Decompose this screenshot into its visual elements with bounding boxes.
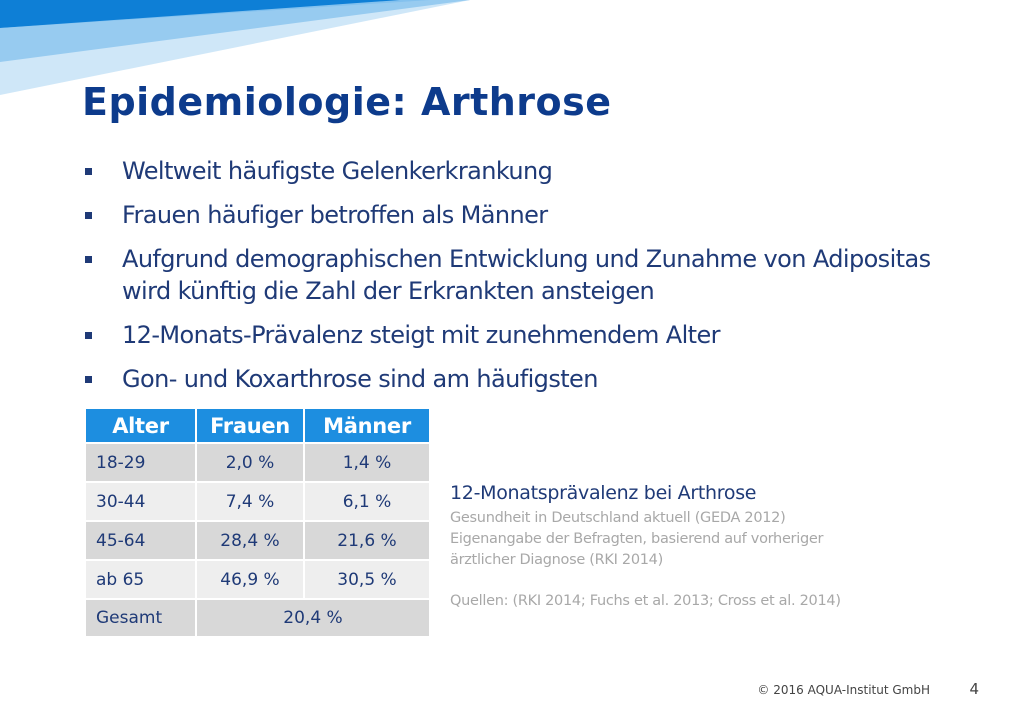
header-alter: Alter [86,409,197,443]
bullet-square-icon [85,212,92,219]
prevalence-table: Alter Frauen Männer 18-29 2,0 % 1,4 % 30… [86,409,429,636]
bullet-text: Frauen häufiger betroffen als Männer [122,201,548,229]
women-cell: 7,4 % [196,481,305,521]
bullet-square-icon [85,168,92,175]
table-row: 45-64 28,4 % 21,6 % [86,520,429,560]
table-total-row: Gesamt 20,4 % [86,598,429,636]
source-line: Gesundheit in Deutschland aktuell (GEDA … [450,510,786,526]
source-line: ärztlicher Diagnose (RKI 2014) [450,552,663,568]
bullet-item: Gon- und Koxarthrose sind am häufigsten [82,363,982,395]
age-cell: 30-44 [86,481,197,521]
bullet-text: 12-Monats-Prävalenz steigt mit zunehmend… [122,321,720,349]
bullet-text: Gon- und Koxarthrose sind am häufigsten [122,365,598,393]
bullet-list: Weltweit häufigste Gelenkerkrankung Frau… [82,155,982,407]
header-decoration [0,0,470,95]
men-cell: 6,1 % [304,481,429,521]
men-cell: 21,6 % [304,520,429,560]
header-frauen: Frauen [196,409,305,443]
info-title: 12-Monatsprävalenz bei Arthrose [450,482,757,504]
total-label: Gesamt [86,598,197,636]
bullet-item: Aufgrund demographischen Entwicklung und… [82,243,982,307]
men-cell: 1,4 % [304,442,429,482]
women-cell: 28,4 % [196,520,305,560]
page-title: Epidemiologie: Arthrose [82,80,612,124]
table-row: 30-44 7,4 % 6,1 % [86,481,429,521]
women-cell: 2,0 % [196,442,305,482]
bullet-item: Weltweit häufigste Gelenkerkrankung [82,155,982,187]
age-cell: ab 65 [86,559,197,599]
women-cell: 46,9 % [196,559,305,599]
table-row: 18-29 2,0 % 1,4 % [86,442,429,482]
total-value: 20,4 % [196,598,429,636]
bullet-item: Frauen häufiger betroffen als Männer [82,199,982,231]
bullet-square-icon [85,376,92,383]
references: Quellen: (RKI 2014; Fuchs et al. 2013; C… [450,593,841,609]
age-cell: 45-64 [86,520,197,560]
table-header-row: Alter Frauen Männer [86,409,429,443]
bullet-text: Aufgrund demographischen Entwicklung und… [122,245,931,305]
source-line: Eigenangabe der Befragten, basierend auf… [450,531,824,547]
header-maenner: Männer [304,409,429,443]
info-block: 12-Monatsprävalenz bei Arthrose Gesundhe… [450,482,970,609]
bullet-square-icon [85,256,92,263]
table-row: ab 65 46,9 % 30,5 % [86,559,429,599]
page-number: 4 [969,680,979,698]
footer-copyright: © 2016 AQUA-Institut GmbH [757,683,930,697]
bullet-text: Weltweit häufigste Gelenkerkrankung [122,157,553,185]
bullet-item: 12-Monats-Prävalenz steigt mit zunehmend… [82,319,982,351]
men-cell: 30,5 % [304,559,429,599]
age-cell: 18-29 [86,442,197,482]
bullet-square-icon [85,332,92,339]
